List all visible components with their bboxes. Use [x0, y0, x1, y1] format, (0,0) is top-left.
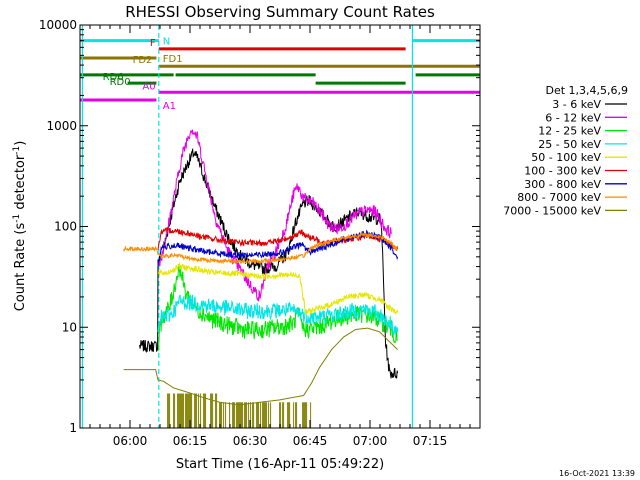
flag-label-f: F — [150, 38, 156, 49]
series-line — [157, 294, 399, 336]
series-line — [123, 231, 399, 265]
flag-label-a1: A1 — [163, 101, 176, 112]
flag-label-n: N — [163, 37, 170, 48]
flag-label-a0: A0 — [142, 81, 155, 92]
x-tick-label: 06:15 — [173, 434, 208, 448]
x-tick-label: 07:15 — [413, 434, 448, 448]
series-line — [157, 129, 393, 302]
flag-label-rd6: RD6 — [103, 72, 124, 83]
x-tick-label: 07:00 — [353, 434, 388, 448]
legend-label: 25 - 50 keV — [538, 138, 601, 151]
y-tick-label: 10000 — [39, 18, 77, 32]
x-tick-label: 06:45 — [293, 434, 328, 448]
legend-label: 300 - 800 keV — [524, 178, 601, 191]
flag-label-fd2: FD2 — [133, 55, 153, 66]
legend-label: 100 - 300 keV — [524, 165, 601, 178]
flag-label-fd1: FD1 — [163, 54, 183, 65]
series-line — [139, 148, 399, 379]
legend-label: 7000 - 15000 keV — [503, 204, 601, 217]
y-tick-label: 10 — [62, 320, 77, 334]
series-line — [157, 226, 399, 251]
series-lines — [123, 129, 399, 428]
legend-label: 6 - 12 keV — [545, 111, 601, 124]
flag-label-rd0: RD0 — [110, 77, 131, 88]
series-line — [123, 327, 398, 406]
legend-label: 800 - 7000 keV — [517, 191, 601, 204]
legend-label: 50 - 100 keV — [531, 151, 601, 164]
y-axis-label: Count Rate (s-1 detector-1) — [12, 141, 28, 312]
x-axis-label: Start Time (16-Apr-11 05:49:22) — [176, 457, 384, 472]
legend-label: 3 - 6 keV — [552, 98, 601, 111]
x-tick-label: 06:30 — [233, 434, 268, 448]
axes: 1 10 100 1000 10000 06:00 06:15 06:30 06:45 07:00… — [39, 18, 480, 448]
legend-label: 12 - 25 keV — [538, 125, 601, 138]
chart-title: RHESSI Observing Summary Count Rates — [125, 3, 435, 21]
y-tick-label: 1000 — [46, 119, 77, 133]
y-tick-label: 100 — [54, 220, 77, 234]
timestamp: 16-Oct-2021 13:39 — [559, 469, 635, 478]
series-line — [157, 261, 399, 316]
legend-title: Det 1,3,4,5,6,9 — [545, 84, 628, 97]
x-tick-label: 06:00 — [113, 434, 148, 448]
flag-bars — [80, 39, 480, 102]
y-tick-label: 1 — [69, 421, 77, 435]
